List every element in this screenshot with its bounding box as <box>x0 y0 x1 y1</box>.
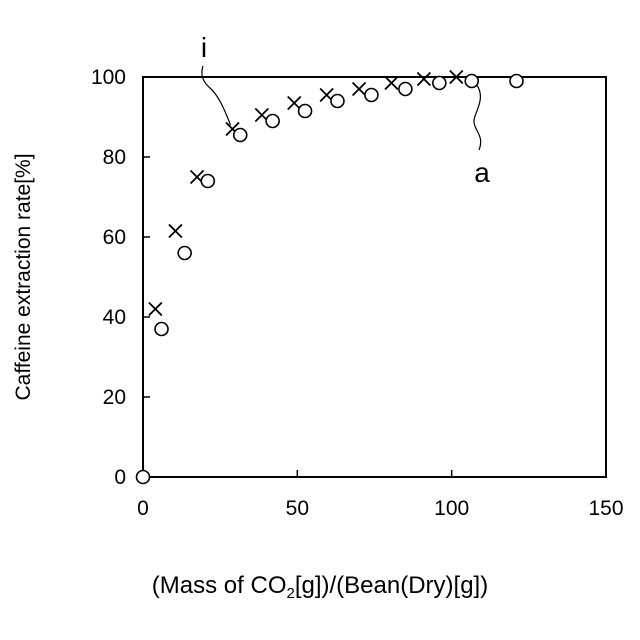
x-tick-label: 50 <box>286 497 309 520</box>
y-tick-label: 20 <box>103 386 126 409</box>
data-point-cross <box>353 83 366 96</box>
leader-line-a <box>474 85 481 150</box>
data-point-circle <box>510 75 523 88</box>
x-tick-label: 100 <box>434 497 469 520</box>
data-point-circle <box>234 129 247 142</box>
data-point-cross <box>169 225 182 238</box>
x-tick-label: 150 <box>588 497 623 520</box>
data-point-circle <box>465 75 478 88</box>
data-point-circle <box>433 77 446 90</box>
x-tick-label: 0 <box>137 497 149 520</box>
data-point-circle <box>266 115 279 128</box>
y-tick-label: 80 <box>103 146 126 169</box>
y-tick-label: 60 <box>103 226 126 249</box>
x-axis-title: (Mass of CO2[g])/(Bean(Dry)[g]) <box>0 572 640 602</box>
data-point-cross <box>417 73 430 86</box>
data-point-circle <box>299 105 312 118</box>
data-point-circle <box>178 247 191 260</box>
y-tick-label: 0 <box>114 466 126 489</box>
data-point-circle <box>365 89 378 102</box>
y-axis-ticks: 0 20 40 60 80 100 <box>91 66 150 489</box>
data-point-cross <box>385 77 398 90</box>
data-point-circle <box>137 471 150 484</box>
series-label-i: i <box>201 32 207 63</box>
y-tick-label: 40 <box>103 306 126 329</box>
series-label-a: a <box>474 157 490 188</box>
data-point-circle <box>155 323 168 336</box>
leader-line-i <box>202 66 231 125</box>
y-tick-label: 100 <box>91 66 126 89</box>
data-point-cross <box>149 303 162 316</box>
data-point-circle <box>201 175 214 188</box>
y-axis-title: Caffeine extraction rate[%] <box>12 153 35 400</box>
data-point-circle <box>331 95 344 108</box>
plot-area-frame <box>143 77 606 477</box>
data-point-circle <box>399 83 412 96</box>
data-markers <box>137 71 523 484</box>
